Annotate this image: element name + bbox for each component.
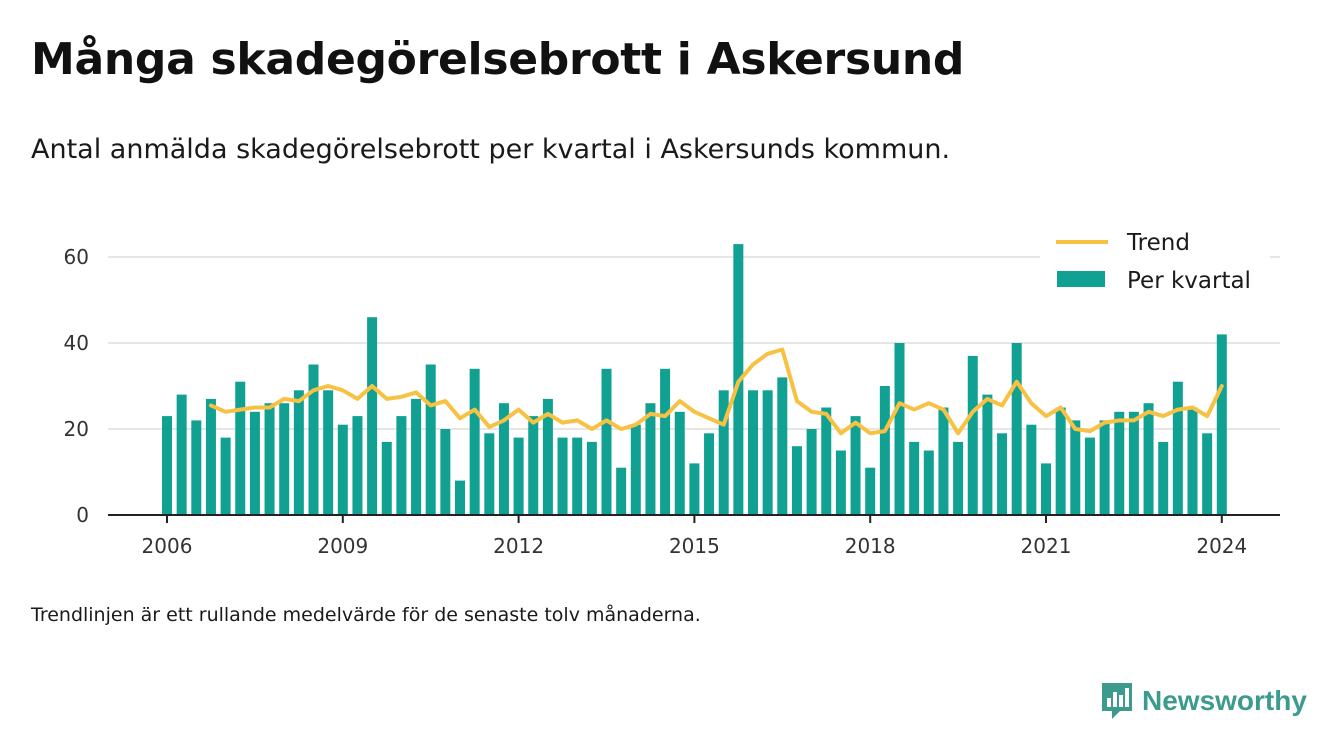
bar xyxy=(894,343,905,515)
bar xyxy=(440,429,451,515)
bar xyxy=(381,441,392,515)
x-tick-label: 2009 xyxy=(317,534,368,558)
x-tick-label: 2024 xyxy=(1196,534,1247,558)
bar xyxy=(674,411,685,515)
bar xyxy=(308,364,319,515)
brand-logo: Newsworthy xyxy=(1100,681,1307,721)
y-tick-label: 60 xyxy=(64,245,89,269)
bar xyxy=(411,398,422,515)
bar xyxy=(425,364,436,515)
bar xyxy=(938,407,949,515)
bar xyxy=(513,437,524,515)
bar xyxy=(967,355,978,515)
bar xyxy=(586,441,597,515)
trend-series xyxy=(208,347,1224,436)
legend-background xyxy=(1040,222,1270,304)
bar xyxy=(337,424,348,515)
bar-series xyxy=(162,244,1227,515)
bar xyxy=(542,398,553,515)
bar xyxy=(367,317,378,515)
bar xyxy=(557,437,568,515)
bar xyxy=(689,463,700,515)
bar xyxy=(762,390,773,515)
bar xyxy=(1026,424,1037,515)
bar xyxy=(777,377,788,515)
legend-bar-label: Per kvartal xyxy=(1127,268,1251,294)
bar xyxy=(323,390,334,515)
bar xyxy=(704,433,715,515)
bar xyxy=(1216,334,1227,515)
bar xyxy=(572,437,583,515)
bar xyxy=(1172,381,1183,515)
bar xyxy=(264,403,275,515)
bar xyxy=(953,441,964,515)
bar xyxy=(1055,407,1066,515)
bar xyxy=(1128,411,1139,515)
bar xyxy=(821,407,832,515)
bar xyxy=(249,411,260,515)
bar xyxy=(645,403,656,515)
y-tick-label: 40 xyxy=(64,331,89,355)
bar xyxy=(791,446,802,515)
bar xyxy=(220,437,231,515)
legend-trend-label: Trend xyxy=(1126,230,1190,256)
bar xyxy=(205,398,216,515)
brand-name: Newsworthy xyxy=(1142,685,1307,716)
axes: 0 20 40 60 2006 2009 2012 2015 2018 2021 2024 xyxy=(64,245,1280,558)
footnote: Trendlinjen är ett rullande medelvärde f… xyxy=(31,604,701,626)
bar xyxy=(1041,463,1051,515)
newsworthy-logo-icon xyxy=(1102,683,1132,719)
bar xyxy=(293,390,304,515)
bar xyxy=(396,416,407,515)
bar xyxy=(484,433,495,515)
bar xyxy=(1114,411,1125,515)
bar xyxy=(528,416,539,515)
bar xyxy=(1143,403,1154,515)
bar xyxy=(455,480,465,515)
bar xyxy=(469,368,480,515)
bar xyxy=(279,403,290,515)
bar xyxy=(909,441,920,515)
page-title: Många skadegörelsebrott i Askersund xyxy=(31,34,965,85)
bar xyxy=(352,416,363,515)
chart-subtitle: Antal anmälda skadegörelsebrott per kvar… xyxy=(31,134,951,165)
trend-line xyxy=(208,347,1224,436)
bar xyxy=(1099,420,1110,515)
bar xyxy=(1084,437,1095,515)
bar xyxy=(235,381,246,515)
bar xyxy=(923,450,934,515)
bar xyxy=(865,467,876,515)
x-tick-label: 2015 xyxy=(669,534,720,558)
bar xyxy=(879,386,890,515)
bar xyxy=(601,368,612,515)
legend: Trend Per kvartal xyxy=(1040,222,1270,304)
bar xyxy=(616,467,627,515)
bar xyxy=(1070,420,1081,515)
x-tick-label: 2021 xyxy=(1021,534,1072,558)
bar xyxy=(806,429,817,515)
bar xyxy=(1202,433,1213,515)
bar xyxy=(1187,407,1198,515)
x-tick-label: 2018 xyxy=(845,534,896,558)
bar-line-chart: 0 20 40 60 2006 2009 2012 2015 2018 2021 2024 Tren… xyxy=(63,222,1280,558)
y-tick-label: 20 xyxy=(64,417,89,441)
bar xyxy=(982,394,993,515)
bar xyxy=(835,450,846,515)
bar xyxy=(191,420,202,515)
bar xyxy=(718,390,729,515)
bar xyxy=(850,416,861,515)
bar xyxy=(176,394,187,515)
bar xyxy=(997,433,1008,515)
bar xyxy=(660,368,671,515)
y-tick-label: 0 xyxy=(76,503,89,527)
x-tick-label: 2012 xyxy=(493,534,544,558)
bar xyxy=(1011,343,1022,515)
legend-bar-swatch xyxy=(1057,271,1105,287)
bar xyxy=(162,416,172,515)
bar xyxy=(748,390,758,515)
bar xyxy=(630,424,641,515)
bar xyxy=(498,403,509,515)
x-tick-label: 2006 xyxy=(142,534,193,558)
bar xyxy=(1158,441,1169,515)
